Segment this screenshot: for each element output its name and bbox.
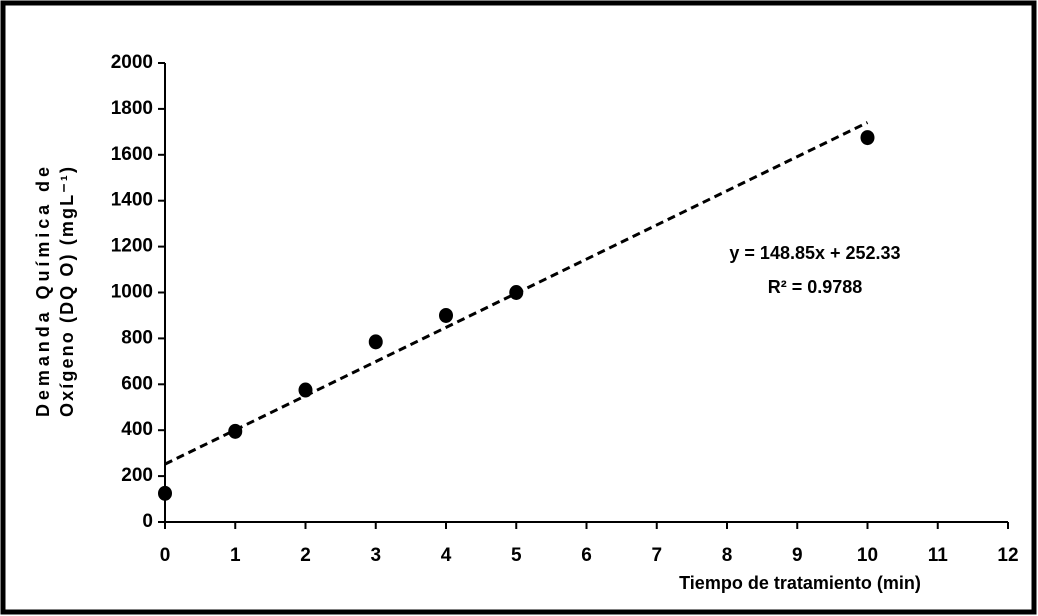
- x-tick-label: 9: [792, 545, 803, 566]
- y-tick-label: 200: [121, 465, 153, 486]
- point: [298, 382, 313, 398]
- x-tick-label: 3: [370, 545, 381, 566]
- x-tick-label: 4: [441, 545, 452, 566]
- y-tick-label: 2000: [111, 52, 153, 73]
- point: [228, 423, 243, 439]
- y-tick-label: 400: [121, 419, 153, 440]
- y-tick-label: 1400: [111, 190, 153, 211]
- point: [509, 285, 524, 300]
- y-tick-label: 1200: [111, 236, 153, 257]
- x-tick-label: 2: [300, 545, 311, 566]
- y-tick-label: 1800: [111, 98, 153, 119]
- y-tick-label: 0: [142, 511, 153, 532]
- point: [158, 485, 172, 501]
- trendline-r2: R² = 0.9788: [768, 277, 863, 297]
- x-tick-label: 12: [997, 545, 1018, 566]
- x-tick-label: 7: [651, 545, 662, 566]
- x-tick-label: 10: [857, 545, 878, 566]
- x-tick-label: 8: [722, 545, 733, 566]
- y-tick-label: 600: [121, 373, 153, 394]
- x-tick-label: 1: [230, 545, 241, 566]
- trendline-equation: y = 148.85x + 252.33: [729, 243, 900, 263]
- x-tick-label: 6: [581, 545, 592, 566]
- x-tick-label: 11: [928, 545, 949, 566]
- y-axis-title: Oxígeno (DQ O) (mgL⁻¹): [57, 167, 77, 417]
- y-tick-label: 1600: [111, 144, 153, 165]
- x-tick-label: 5: [511, 545, 522, 566]
- x-tick-label: 0: [160, 545, 171, 566]
- y-tick-label: 1000: [111, 282, 153, 303]
- y-tick-label: 800: [121, 327, 153, 348]
- point: [860, 130, 875, 146]
- x-axis-title: Tiempo de tratamiento (min): [679, 573, 921, 593]
- point: [368, 334, 383, 350]
- y-axis-title: Demanda Química de: [33, 167, 53, 417]
- point: [439, 307, 453, 323]
